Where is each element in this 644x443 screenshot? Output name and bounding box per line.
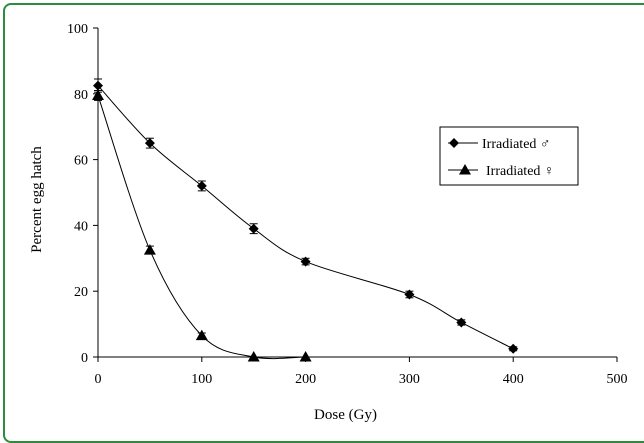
y-tick-label: 20: [74, 285, 88, 300]
data-point: [144, 138, 155, 149]
legend-items: Irradiated ♂ Irradiated ♀: [448, 137, 554, 179]
legend: Irradiated ♂ Irradiated ♀: [439, 126, 579, 186]
data-point: [300, 256, 311, 267]
y-tick-label: 0: [81, 351, 88, 366]
data-point: [143, 244, 156, 255]
x-axis-title: Dose (Gy): [314, 407, 377, 423]
y-tick-label: 60: [74, 154, 88, 169]
data-point: [195, 329, 208, 341]
legend-item-1: Irradiated ♂: [448, 137, 550, 152]
data-point: [247, 351, 260, 362]
legend-label: Irradiated ♂: [482, 137, 550, 152]
chart: 0 20 40 60 80 100 0 100 200 300 400 500 Dose (Gy) P…: [29, 22, 628, 423]
data-point: [508, 343, 519, 354]
axes: [93, 27, 618, 362]
series-line: [97, 85, 514, 350]
data-point: [248, 223, 259, 234]
legend-marker: [449, 138, 459, 148]
series-layer: [92, 78, 519, 362]
data-point: [196, 180, 207, 191]
chart-frame: [3, 3, 644, 443]
data-point: [92, 89, 104, 100]
x-tick-label: 100: [191, 372, 212, 387]
legend-label: Irradiated ♀: [486, 164, 554, 179]
series-2: [92, 89, 312, 362]
x-tick-label: 400: [503, 372, 524, 387]
x-tick-label: 500: [607, 372, 628, 387]
data-point: [93, 80, 103, 91]
data-point: [404, 289, 415, 300]
legend-marker: [459, 164, 471, 175]
legend-item-2: Irradiated ♀: [448, 164, 554, 179]
legend-box: [439, 126, 579, 186]
y-tick-label: 100: [67, 22, 88, 37]
x-tick-label: 300: [399, 372, 420, 387]
series-1: [93, 78, 519, 354]
y-tick-label: 40: [74, 219, 88, 234]
data-point: [456, 317, 467, 328]
tick-labels: 0 20 40 60 80 100 0 100 200 300 400 500: [67, 22, 628, 387]
y-tick-label: 80: [74, 88, 88, 103]
y-axis-title: Percent egg hatch: [29, 146, 45, 253]
series-line: [97, 95, 306, 360]
x-tick-label: 200: [295, 372, 316, 387]
data-point: [299, 351, 312, 362]
x-tick-label: 0: [95, 372, 102, 387]
